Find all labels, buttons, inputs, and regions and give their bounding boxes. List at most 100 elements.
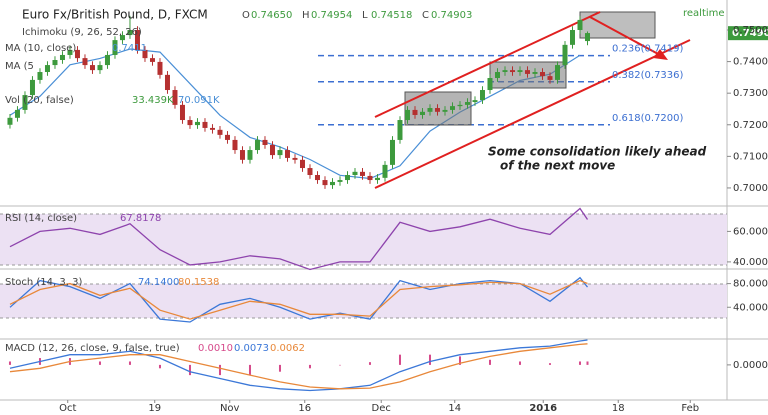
candle-body bbox=[464, 102, 470, 105]
candle-body bbox=[299, 159, 305, 169]
candle-body bbox=[322, 180, 328, 186]
readout: 0.0073 bbox=[234, 343, 269, 354]
candle-body bbox=[502, 70, 508, 73]
candle-body bbox=[412, 109, 418, 115]
candle-body bbox=[494, 72, 500, 79]
candle-body bbox=[157, 61, 163, 75]
candle-body bbox=[217, 129, 223, 135]
fib-label: 0.618(0.7200) bbox=[612, 113, 684, 124]
indicator-line bbox=[9, 279, 588, 320]
candle-body bbox=[344, 174, 350, 181]
candle-body bbox=[254, 139, 260, 151]
candle-body bbox=[427, 108, 433, 112]
histogram-bar bbox=[98, 361, 101, 365]
histogram-bar bbox=[578, 361, 581, 365]
fib-label: 0.382(0.7336) bbox=[612, 70, 684, 81]
candle-body bbox=[292, 157, 298, 160]
candle-body bbox=[232, 139, 238, 151]
histogram-bar bbox=[8, 361, 11, 365]
y-tick-label: 0.7200 bbox=[733, 120, 768, 131]
candle-body bbox=[89, 65, 95, 71]
histogram-bar bbox=[428, 354, 431, 365]
candle-body bbox=[67, 49, 73, 55]
x-tick-label: Dec bbox=[372, 403, 391, 414]
candle-body bbox=[104, 54, 110, 66]
candle-body bbox=[14, 109, 20, 118]
histogram-bar bbox=[586, 361, 589, 365]
candle-body bbox=[284, 150, 290, 158]
study-value: 33.439K bbox=[132, 95, 174, 106]
x-tick-label: Nov bbox=[220, 403, 240, 414]
ohlc-value: 0.74903 bbox=[431, 10, 472, 21]
ohlc-label: C bbox=[422, 10, 429, 21]
candle-body bbox=[134, 30, 140, 50]
ohlc-label: L bbox=[362, 10, 368, 21]
panel-title: RSI (14, close) bbox=[5, 213, 77, 224]
annotation: Some consolidation likely ahead bbox=[488, 145, 707, 159]
histogram-bar bbox=[248, 364, 251, 376]
indicator-line bbox=[9, 343, 588, 390]
x-tick-label: 19 bbox=[148, 403, 161, 414]
consolidation-box bbox=[489, 61, 567, 89]
candle-body bbox=[112, 40, 118, 55]
histogram-bar bbox=[458, 356, 461, 365]
candle-body bbox=[524, 70, 530, 74]
annotation: of the next move bbox=[500, 159, 615, 173]
x-tick-label: Oct bbox=[59, 403, 76, 414]
candle-body bbox=[397, 120, 403, 140]
indicator-line bbox=[9, 339, 588, 392]
candle-body bbox=[314, 174, 320, 181]
candle-body bbox=[247, 150, 253, 160]
candle-body bbox=[554, 65, 560, 80]
histogram-bar bbox=[218, 364, 221, 376]
y-tick-label: 0.7300 bbox=[733, 88, 768, 99]
readout: 0.0062 bbox=[270, 343, 305, 354]
histogram-bar bbox=[368, 362, 371, 365]
candle-body bbox=[29, 79, 35, 96]
candle-body bbox=[37, 72, 43, 80]
candle-body bbox=[374, 177, 380, 181]
candle-body bbox=[382, 164, 388, 178]
symbol-title: Euro Fx/British Pound, D, FXCM bbox=[22, 8, 208, 22]
candle-body bbox=[209, 127, 215, 130]
y-tick-label: 40.0000 bbox=[733, 257, 768, 268]
candle-body bbox=[179, 104, 185, 121]
candle-body bbox=[487, 78, 493, 91]
candle-body bbox=[172, 90, 178, 105]
candle-body bbox=[359, 171, 365, 176]
y-tick-label: 80.0000 bbox=[733, 279, 768, 290]
candle-body bbox=[389, 139, 395, 165]
candle-body bbox=[442, 109, 448, 112]
channel-line bbox=[374, 11, 601, 118]
candle-body bbox=[329, 181, 335, 186]
y-tick-label: 0.7400 bbox=[733, 57, 768, 68]
candle-body bbox=[127, 30, 133, 36]
histogram-bar bbox=[518, 361, 521, 365]
histogram-bar bbox=[398, 354, 401, 365]
candle-body bbox=[7, 117, 13, 125]
candle-body bbox=[149, 58, 155, 62]
candle-body bbox=[22, 95, 28, 110]
last-price-box bbox=[728, 26, 768, 41]
candle-body bbox=[277, 150, 283, 156]
arrow bbox=[589, 16, 661, 56]
candle-body bbox=[239, 150, 245, 160]
candle-body bbox=[569, 30, 575, 45]
arrowhead bbox=[653, 49, 668, 60]
candle-body bbox=[262, 139, 268, 145]
x-tick-label: Feb bbox=[681, 403, 699, 414]
study-label: MA (10, close) bbox=[5, 43, 76, 54]
candle-body bbox=[419, 111, 425, 115]
candle-body bbox=[449, 106, 455, 110]
readout: 67.8178 bbox=[120, 213, 161, 224]
x-tick-label: 2016 bbox=[529, 403, 557, 414]
candle-body bbox=[307, 168, 313, 175]
x-tick-label: 16 bbox=[298, 403, 311, 414]
candle-body bbox=[479, 90, 485, 101]
y-tick-label: 60.0000 bbox=[733, 226, 768, 237]
histogram-bar bbox=[308, 364, 311, 369]
ohlc-value: 0.74954 bbox=[311, 10, 352, 21]
candle-body bbox=[224, 134, 230, 140]
candle-body bbox=[59, 54, 65, 61]
